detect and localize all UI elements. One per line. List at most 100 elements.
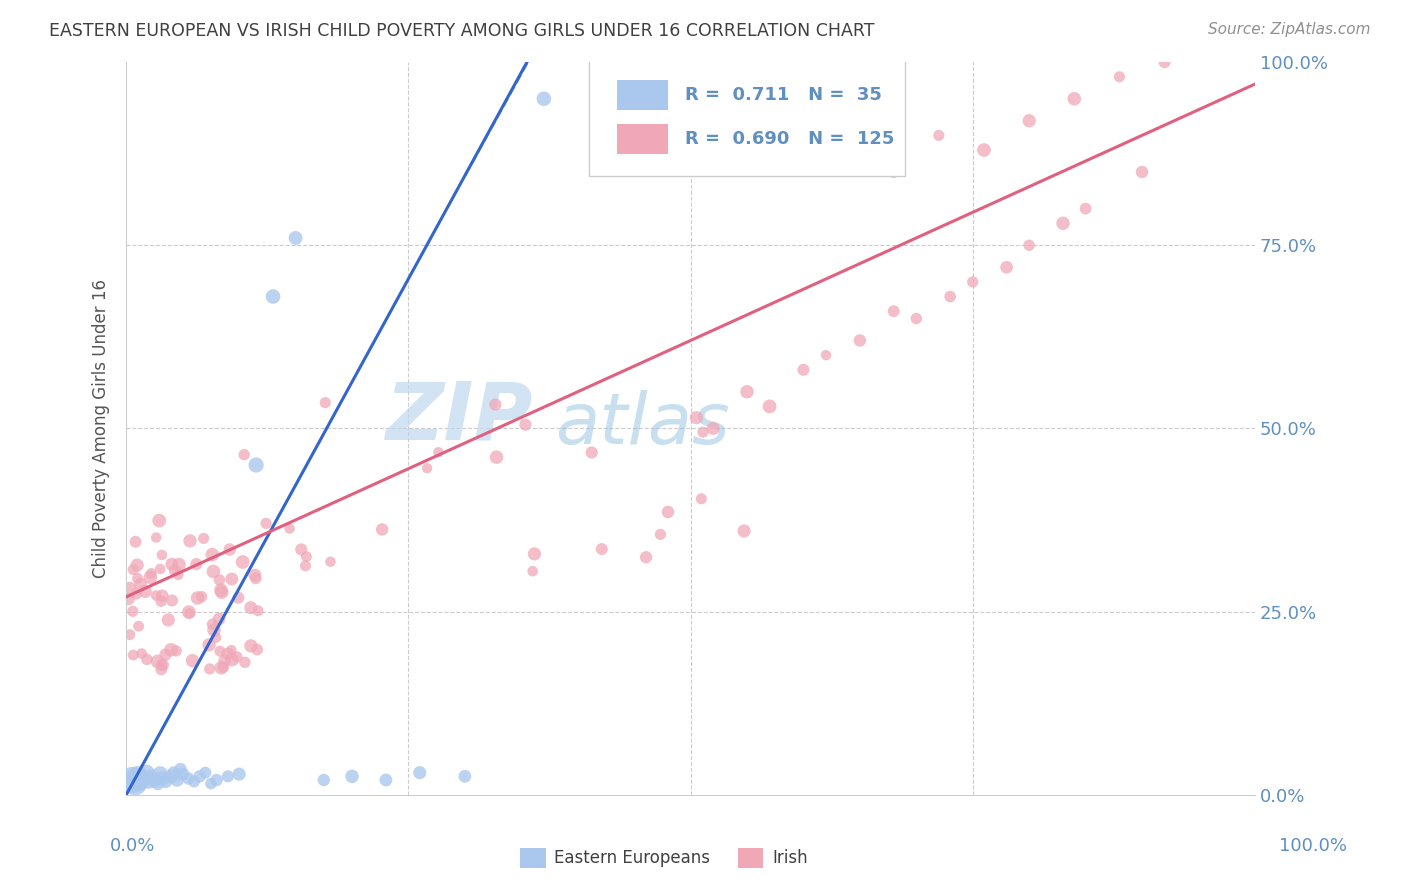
Point [239, 639, 262, 653]
Point [208, 573, 231, 587]
Point [1063, 92, 1085, 106]
Point [340, 769, 363, 783]
Point [145, 531, 167, 545]
Point [201, 617, 224, 632]
Point [169, 762, 191, 776]
Point [155, 774, 177, 789]
Point [146, 777, 169, 791]
Point [454, 769, 477, 783]
Point [122, 562, 145, 576]
Point [150, 548, 173, 562]
Point [187, 591, 209, 605]
Y-axis label: Child Poverty Among Girls Under 16: Child Poverty Among Girls Under 16 [93, 279, 110, 578]
Point [1153, 55, 1175, 70]
Point [202, 623, 225, 637]
Point [284, 231, 307, 245]
Point [221, 643, 243, 657]
Point [214, 653, 236, 667]
Point [416, 461, 439, 475]
Text: 100.0%: 100.0% [1279, 837, 1347, 855]
Point [183, 774, 205, 789]
Point [150, 589, 173, 603]
Point [193, 532, 215, 546]
Point [157, 613, 180, 627]
Point [218, 542, 240, 557]
Point [117, 592, 139, 607]
Point [209, 661, 232, 675]
Point [312, 772, 335, 787]
Point [127, 571, 149, 585]
Point [121, 772, 143, 787]
Point [132, 772, 155, 786]
Text: ZIP: ZIP [385, 378, 533, 457]
Point [148, 514, 170, 528]
Point [188, 769, 211, 783]
Point [139, 769, 162, 783]
Point [152, 772, 174, 786]
Point [208, 612, 231, 626]
Point [208, 644, 231, 658]
Point [290, 542, 312, 557]
Point [118, 582, 141, 596]
Point [200, 777, 222, 791]
Point [883, 165, 905, 179]
Text: Source: ZipAtlas.com: Source: ZipAtlas.com [1208, 22, 1371, 37]
Point [167, 558, 190, 572]
Point [254, 516, 277, 531]
Point [198, 638, 221, 652]
Point [135, 765, 157, 780]
Point [198, 662, 221, 676]
Point [124, 777, 146, 791]
Point [121, 604, 143, 618]
Point [129, 577, 152, 591]
Point [485, 450, 508, 465]
Point [146, 655, 169, 669]
Point [127, 558, 149, 572]
Point [233, 656, 256, 670]
Point [278, 522, 301, 536]
Point [167, 568, 190, 582]
Point [685, 410, 707, 425]
Point [177, 605, 200, 619]
Text: Eastern Europeans: Eastern Europeans [554, 849, 710, 867]
Point [409, 765, 432, 780]
Point [177, 772, 200, 786]
Point [150, 663, 173, 677]
Point [1108, 70, 1130, 84]
Point [247, 604, 270, 618]
Point [243, 568, 266, 582]
Point [163, 563, 186, 577]
Point [1018, 238, 1040, 252]
Point [160, 593, 183, 607]
Point [1130, 165, 1153, 179]
Point [217, 647, 239, 661]
Point [1052, 216, 1074, 230]
Point [221, 653, 243, 667]
Point [125, 587, 148, 601]
Point [374, 772, 396, 787]
Point [136, 652, 159, 666]
Point [190, 590, 212, 604]
Point [294, 558, 316, 573]
Point [205, 631, 228, 645]
Point [228, 767, 250, 781]
Point [1018, 113, 1040, 128]
Point [141, 566, 163, 581]
Point [295, 549, 318, 564]
Point [160, 642, 183, 657]
Point [152, 657, 174, 672]
Point [849, 334, 872, 348]
Point [581, 445, 603, 459]
Point [484, 397, 506, 411]
Text: Irish: Irish [772, 849, 807, 867]
Text: 0.0%: 0.0% [110, 837, 155, 855]
Point [735, 384, 758, 399]
Point [928, 128, 950, 143]
Point [733, 524, 755, 538]
Point [319, 555, 342, 569]
Point [163, 765, 186, 780]
Text: atlas: atlas [555, 390, 730, 459]
Point [533, 92, 555, 106]
Point [139, 570, 162, 584]
Point [149, 767, 172, 781]
